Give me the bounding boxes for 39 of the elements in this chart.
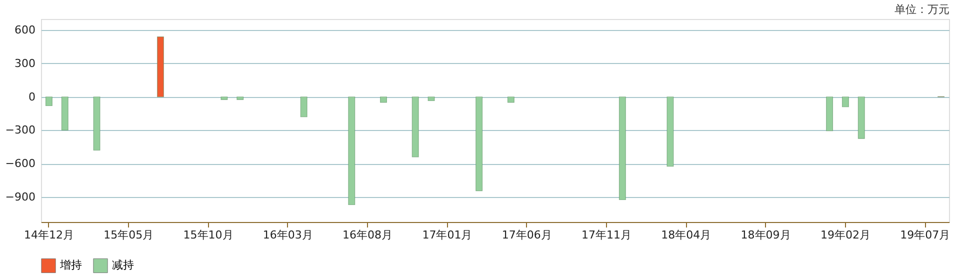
x-tick-label: 16年08月 [342,228,393,242]
legend-label: 增持 [59,258,82,272]
y-tick-label: −900 [5,190,36,204]
bar [842,96,849,108]
legend-label: 减持 [112,258,134,272]
x-tick-label: 15年10月 [183,228,234,242]
x-tick-label: 18年09月 [740,228,791,242]
text: 单位：万元 [894,3,950,16]
x-tick-label: 17年06月 [502,228,552,242]
bar [826,96,834,132]
bar [300,96,308,118]
y-tick-label: 300 [14,56,36,70]
x-tick-label: 19年02月 [820,228,870,242]
bar [156,36,164,98]
x-tick-label: 17年11月 [582,228,632,242]
y-tick-label: −600 [5,157,36,170]
bar [380,96,387,103]
x-tick-label: 17年01月 [422,228,472,242]
bar [93,96,100,151]
x-tick-label: 19年07月 [900,228,950,242]
x-tick-label: 18年04月 [661,228,712,242]
bar [220,96,228,100]
x-tick-label: 14年12月 [24,228,74,242]
x-tick-label: 15年05月 [104,228,154,242]
bar [428,96,435,102]
bar [666,96,674,167]
bar [45,96,52,106]
y-tick-label: 0 [28,90,36,104]
bar [348,96,356,206]
bar [412,96,419,158]
y-tick-label: −300 [5,124,36,137]
bar [858,96,865,139]
bar [61,96,68,131]
bar [236,96,244,100]
bar [507,96,514,103]
y-tick-label: 600 [14,24,36,37]
bar [618,96,626,200]
bar [476,96,483,192]
x-tick-label: 16年03月 [262,228,313,242]
